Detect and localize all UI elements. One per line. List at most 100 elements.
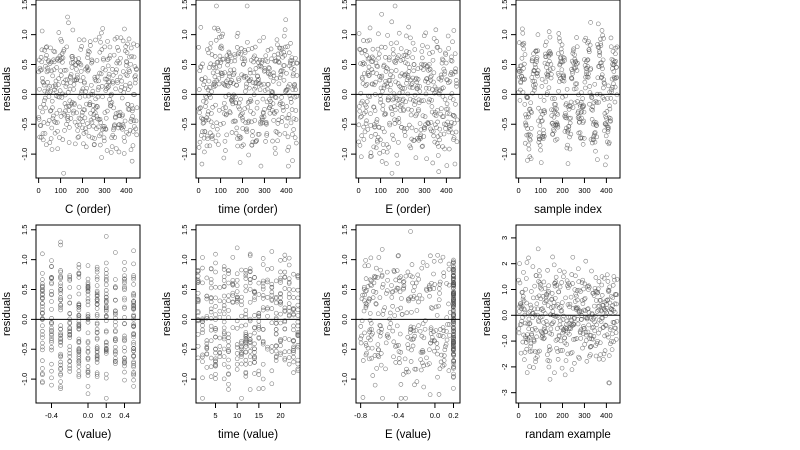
x-tick-label: 300 bbox=[98, 186, 111, 195]
data-point bbox=[556, 51, 561, 56]
data-point bbox=[536, 319, 542, 325]
data-point bbox=[410, 343, 416, 349]
data-point bbox=[131, 300, 136, 306]
data-point bbox=[358, 90, 364, 96]
data-point bbox=[601, 85, 606, 91]
data-point bbox=[379, 11, 384, 17]
data-point bbox=[128, 62, 133, 67]
data-point bbox=[521, 40, 527, 46]
data-point bbox=[408, 145, 414, 151]
data-point bbox=[605, 96, 610, 101]
data-point bbox=[75, 75, 80, 80]
data-point bbox=[596, 279, 602, 284]
data-point bbox=[118, 122, 124, 128]
data-point bbox=[51, 57, 56, 63]
data-point bbox=[209, 111, 214, 116]
y-axis-title: residuals bbox=[321, 66, 333, 111]
data-point bbox=[213, 334, 218, 340]
data-point bbox=[89, 82, 94, 88]
data-point bbox=[40, 366, 45, 371]
data-point bbox=[593, 275, 599, 280]
data-point bbox=[249, 142, 255, 148]
data-point bbox=[575, 60, 580, 66]
data-point bbox=[97, 49, 103, 55]
data-point bbox=[357, 104, 362, 109]
data-point bbox=[103, 288, 109, 293]
data-point bbox=[578, 100, 584, 105]
data-point bbox=[295, 319, 300, 325]
data-point bbox=[109, 135, 114, 140]
data-point bbox=[128, 147, 134, 153]
data-point bbox=[599, 72, 605, 78]
data-point bbox=[49, 281, 54, 287]
data-point bbox=[238, 51, 244, 57]
data-point bbox=[288, 120, 294, 126]
data-point bbox=[200, 316, 205, 322]
data-point bbox=[589, 94, 595, 100]
data-point bbox=[58, 297, 63, 302]
data-point bbox=[67, 329, 73, 335]
data-point bbox=[40, 328, 45, 334]
data-point bbox=[38, 105, 43, 110]
data-point bbox=[205, 136, 210, 141]
data-point bbox=[524, 260, 530, 265]
data-point bbox=[545, 358, 551, 363]
data-point bbox=[405, 73, 411, 79]
data-point bbox=[418, 134, 423, 139]
data-point bbox=[76, 351, 82, 357]
data-point bbox=[129, 103, 135, 108]
data-point bbox=[68, 72, 74, 77]
data-point bbox=[122, 369, 127, 375]
data-point bbox=[240, 115, 245, 121]
data-point bbox=[226, 335, 231, 341]
data-point bbox=[534, 71, 540, 77]
data-point bbox=[427, 361, 432, 366]
data-point bbox=[64, 122, 69, 127]
data-point bbox=[385, 33, 390, 38]
data-point bbox=[220, 71, 225, 76]
data-point bbox=[376, 55, 381, 61]
data-point bbox=[286, 255, 292, 261]
data-point bbox=[429, 97, 434, 103]
data-point bbox=[613, 330, 619, 335]
data-point bbox=[114, 146, 119, 151]
data-point bbox=[94, 336, 100, 342]
data-point bbox=[206, 109, 211, 114]
data-point bbox=[529, 289, 534, 294]
data-point bbox=[234, 342, 240, 347]
data-point bbox=[208, 323, 214, 329]
data-point bbox=[401, 283, 407, 289]
data-point bbox=[452, 161, 458, 167]
data-point bbox=[447, 127, 453, 132]
data-point bbox=[278, 311, 283, 317]
x-tick-label: 5 bbox=[213, 411, 217, 420]
data-point bbox=[556, 88, 561, 94]
data-point bbox=[364, 104, 369, 110]
data-point bbox=[293, 55, 298, 61]
data-point bbox=[363, 109, 369, 114]
data-point bbox=[243, 308, 249, 313]
data-point bbox=[217, 298, 223, 304]
data-point bbox=[48, 136, 54, 141]
data-point bbox=[230, 255, 236, 260]
data-point bbox=[412, 92, 418, 98]
data-point bbox=[250, 80, 256, 85]
data-point bbox=[58, 379, 63, 384]
data-point bbox=[200, 354, 205, 360]
data-point bbox=[360, 98, 365, 104]
data-point bbox=[361, 358, 366, 363]
data-point bbox=[417, 84, 422, 89]
data-point bbox=[269, 368, 275, 374]
data-point bbox=[609, 339, 614, 344]
data-point bbox=[243, 344, 249, 349]
data-point bbox=[420, 143, 425, 149]
plot-frame bbox=[195, 0, 301, 179]
data-point bbox=[210, 70, 216, 76]
data-point bbox=[122, 273, 127, 279]
data-point bbox=[432, 90, 437, 96]
data-point bbox=[295, 302, 300, 308]
data-point bbox=[393, 60, 398, 66]
data-point bbox=[612, 310, 618, 315]
y-tick-label: -1.0 bbox=[180, 373, 189, 386]
data-point bbox=[429, 338, 435, 344]
